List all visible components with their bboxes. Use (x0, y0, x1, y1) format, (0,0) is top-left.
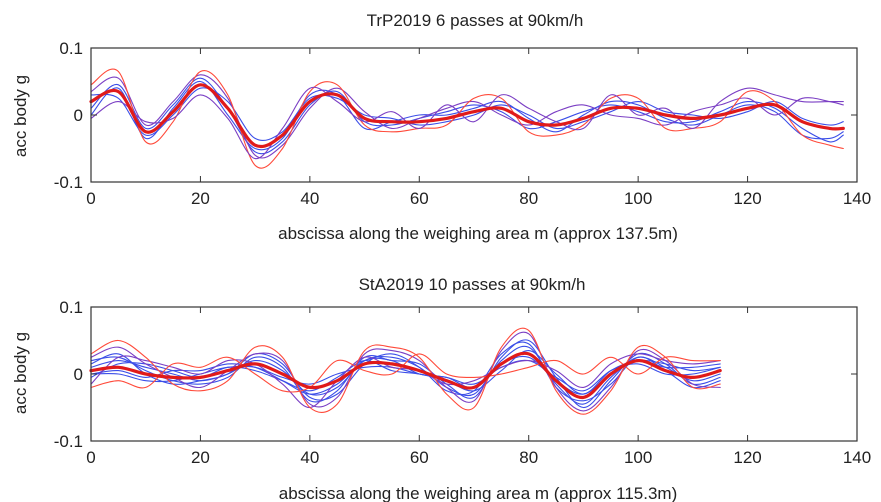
top-chart-y-axis-label: acc body g (11, 75, 30, 157)
bottom-chart-series-line-9 (90, 353, 721, 409)
bottom-chart-series (89, 327, 722, 415)
top-chart-x-tick-label: 140 (843, 189, 871, 208)
bottom-chart-series-line-10 (90, 327, 721, 415)
top-chart-series-line-3 (90, 87, 844, 141)
bottom-chart-y-tick-label: 0.1 (59, 298, 83, 317)
top-chart-series-line-1 (89, 83, 845, 149)
top-chart-series-line-5 (90, 74, 844, 159)
top-chart-panel: TrP2019 6 passes at 90km/h abscissa alon… (11, 11, 871, 243)
top-chart-y-tick-label: 0.1 (59, 39, 83, 58)
top-chart-y-tick-label: -0.1 (54, 173, 83, 192)
bottom-chart-y-tick-label: -0.1 (54, 432, 83, 451)
bottom-chart-x-tick-label: 40 (300, 448, 319, 467)
bottom-chart-y-tick-label: 0 (74, 365, 83, 384)
bottom-chart-x-tick-label: 20 (191, 448, 210, 467)
bottom-chart-x-tick-label: 100 (624, 448, 652, 467)
bottom-chart-series-line-4 (90, 339, 721, 409)
bottom-chart-x-tick-label: 0 (86, 448, 95, 467)
top-chart-series (89, 68, 845, 169)
top-chart-x-tick-label: 20 (191, 189, 210, 208)
bottom-chart-x-tick-label: 80 (519, 448, 538, 467)
top-chart-x-tick-label: 0 (86, 189, 95, 208)
bottom-chart-plot-frame (90, 306, 858, 442)
bottom-chart-panel: StA2019 10 passes at 90km/h abscissa alo… (11, 275, 871, 502)
top-chart-x-tick-label: 40 (300, 189, 319, 208)
top-chart-x-axis-label: abscissa along the weighing area m (appr… (278, 224, 678, 243)
bottom-chart-title: StA2019 10 passes at 90km/h (359, 275, 586, 294)
bottom-chart-ticks: 0 20 40 60 80 100 120 140-0.100.1 (54, 298, 871, 467)
bottom-chart-series-line-6 (90, 341, 721, 402)
bottom-chart-series-line-11 (90, 353, 721, 393)
top-chart-x-tick-label: 60 (410, 189, 429, 208)
top-chart-series-line-6 (90, 68, 844, 169)
top-chart-series-line-7 (90, 86, 844, 160)
bottom-chart-x-tick-label: 140 (843, 448, 871, 467)
bottom-chart-x-tick-label: 60 (410, 448, 429, 467)
bottom-chart-series-line-1 (89, 351, 722, 400)
top-chart-title: TrP2019 6 passes at 90km/h (367, 11, 584, 30)
top-chart-x-tick-label: 100 (624, 189, 652, 208)
top-chart-x-tick-label: 80 (519, 189, 538, 208)
bottom-chart-y-axis-label: acc body g (11, 332, 30, 414)
top-chart-plot-frame (90, 47, 858, 183)
bottom-chart-series-line-8 (90, 331, 721, 412)
bottom-chart-x-tick-label: 120 (733, 448, 761, 467)
top-chart-x-tick-label: 120 (733, 189, 761, 208)
top-chart-y-tick-label: 0 (74, 106, 83, 125)
bottom-chart-x-axis-label: abscissa along the weighing area m (appr… (279, 484, 677, 502)
